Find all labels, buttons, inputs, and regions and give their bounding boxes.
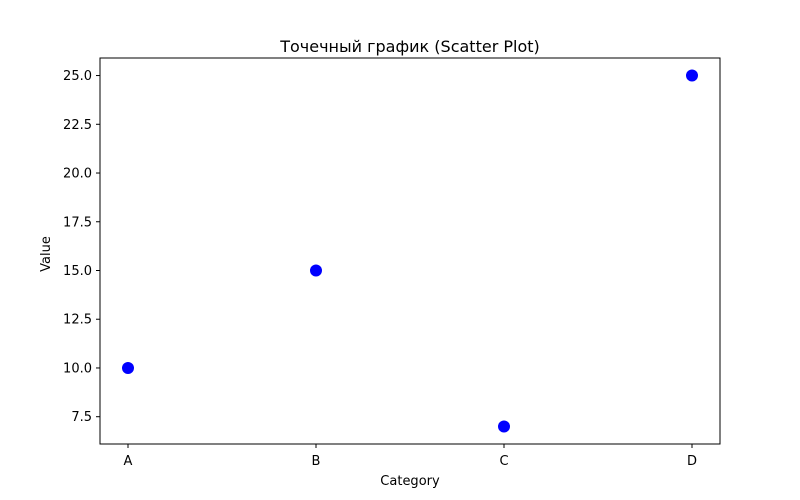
y-tick-label: 15.0	[63, 264, 92, 279]
y-axis: 7.5 10.0 12.5 15.0 17.5 20.0 22.5 25.0	[63, 69, 100, 425]
data-points	[122, 69, 698, 433]
y-tick-label: 12.5	[63, 313, 92, 328]
x-tick-label: C	[499, 454, 508, 469]
chart-title: Точечный график (Scatter Plot)	[279, 37, 540, 56]
data-point-d	[686, 69, 698, 82]
y-tick-label: 17.5	[63, 215, 92, 230]
y-tick-label: 25.0	[63, 69, 92, 84]
x-axis: A B C D	[124, 444, 697, 469]
plot-frame	[99, 57, 721, 445]
data-point-b	[310, 264, 322, 277]
x-tick-label: D	[687, 454, 697, 469]
data-point-c	[498, 420, 510, 433]
y-axis-label: Value	[39, 236, 54, 272]
y-tick-label: 20.0	[63, 167, 92, 182]
x-tick-label: A	[124, 454, 133, 469]
y-tick-label: 22.5	[63, 118, 92, 133]
y-tick-label: 10.0	[63, 361, 92, 376]
data-point-a	[122, 361, 134, 374]
y-tick-label: 7.5	[71, 410, 92, 425]
plot-area	[99, 57, 721, 445]
x-axis-label: Category	[380, 474, 440, 489]
x-tick-label: B	[312, 454, 321, 469]
